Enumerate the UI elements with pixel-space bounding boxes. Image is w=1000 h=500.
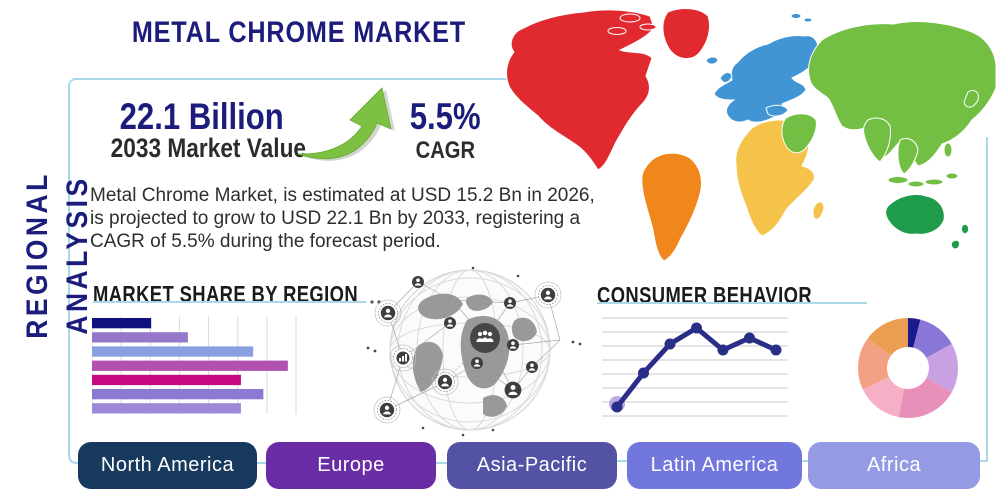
- people-node-icons: [373, 276, 562, 424]
- cagr-stat: 5.5%: [409, 96, 481, 137]
- market-share-bar-chart: [92, 316, 297, 414]
- region-button-asia-pacific[interactable]: Asia-Pacific: [447, 442, 617, 489]
- market-description: Metal Chrome Market, is estimated at USD…: [90, 185, 595, 252]
- vertical-sidebar-label: REGIONAL ANALYSIS: [21, 171, 94, 339]
- market-value-stat: 22.1 Billion: [119, 96, 285, 137]
- map-region-south-america: [641, 152, 703, 262]
- consumer-behavior-line-chart: [602, 317, 788, 417]
- region-button-label: Europe: [317, 454, 385, 476]
- market-share-underline: [93, 301, 366, 303]
- region-button-label: North America: [100, 454, 235, 476]
- map-region-north-america: [506, 9, 655, 171]
- globe-network-illustration: [366, 266, 582, 437]
- market-value-label: 2033 Market Value: [110, 133, 307, 163]
- map-region-greenland: [662, 8, 711, 59]
- region-button-label: Africa: [866, 454, 922, 476]
- world-map: [506, 8, 997, 262]
- region-button-africa[interactable]: Africa: [808, 442, 980, 489]
- region-button-latin-america[interactable]: Latin America: [627, 442, 802, 489]
- page-title: METAL CHROME MARKET: [131, 16, 467, 49]
- region-button-label: Latin America: [650, 454, 779, 476]
- region-button-north-america[interactable]: North America: [78, 442, 257, 489]
- consumer-behavior-underline: [597, 302, 867, 304]
- region-donut-chart: [858, 318, 958, 418]
- content-frame-border-right: [986, 137, 988, 462]
- consumer-behavior-section-title: CONSUMER BEHAVIOR: [597, 282, 813, 308]
- map-region-australia: [885, 193, 945, 235]
- cagr-label: CAGR: [415, 137, 475, 164]
- growth-arrow-icon: [297, 87, 395, 161]
- region-button-europe[interactable]: Europe: [266, 442, 436, 489]
- region-button-label: Asia-Pacific: [476, 454, 588, 476]
